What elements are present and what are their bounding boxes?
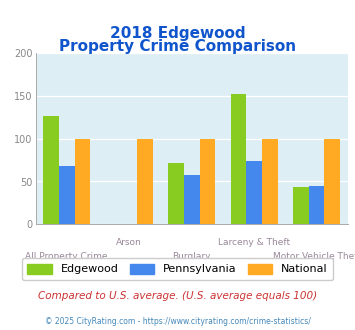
Text: 2018 Edgewood: 2018 Edgewood: [110, 26, 245, 41]
Bar: [293, 187, 309, 224]
Text: Larceny & Theft: Larceny & Theft: [218, 238, 290, 247]
Bar: [59, 166, 75, 224]
Bar: [246, 161, 262, 224]
Bar: [184, 176, 200, 224]
Text: All Property Crime: All Property Crime: [26, 252, 108, 261]
Bar: [43, 116, 59, 224]
Bar: [324, 139, 340, 224]
Bar: [231, 94, 246, 224]
Text: Arson: Arson: [116, 238, 142, 247]
Bar: [168, 163, 184, 224]
Bar: [137, 139, 153, 224]
Bar: [75, 139, 90, 224]
Bar: [200, 139, 215, 224]
Bar: [262, 139, 278, 224]
Text: Property Crime Comparison: Property Crime Comparison: [59, 39, 296, 54]
Bar: [309, 186, 324, 224]
Text: © 2025 CityRating.com - https://www.cityrating.com/crime-statistics/: © 2025 CityRating.com - https://www.city…: [45, 317, 310, 326]
Legend: Edgewood, Pennsylvania, National: Edgewood, Pennsylvania, National: [22, 258, 333, 280]
Text: Burglary: Burglary: [173, 252, 211, 261]
Text: Compared to U.S. average. (U.S. average equals 100): Compared to U.S. average. (U.S. average …: [38, 291, 317, 301]
Text: Motor Vehicle Theft: Motor Vehicle Theft: [273, 252, 355, 261]
